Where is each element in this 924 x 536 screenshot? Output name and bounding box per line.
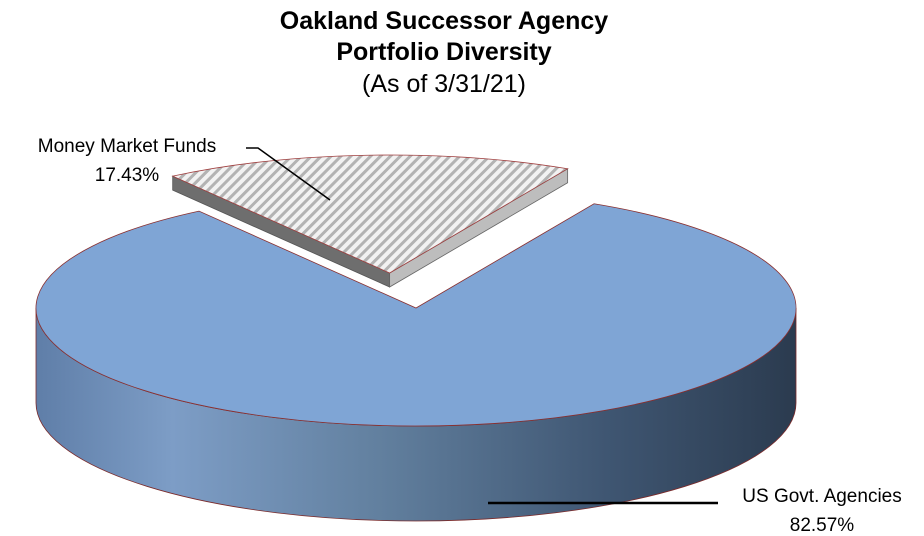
slice-us-govt-agencies-top	[35, 203, 797, 427]
chart-subtitle: Portfolio Diversity	[336, 38, 551, 66]
slice-money-market-funds-top	[171, 154, 569, 274]
value-us-govt-agencies: 82.57%	[790, 515, 855, 536]
value-money-market-funds: 17.43%	[95, 165, 160, 186]
chart-title: Oakland Successor Agency	[280, 7, 608, 35]
slice-money-market-funds	[171, 154, 569, 288]
label-us-govt-agencies: US Govt. Agencies	[742, 486, 901, 507]
slice-us-govt-agencies	[35, 203, 797, 522]
leader-line-money-market	[246, 147, 331, 201]
label-money-market-funds: Money Market Funds	[38, 136, 216, 157]
chart-date-note: (As of 3/31/21)	[362, 70, 526, 98]
